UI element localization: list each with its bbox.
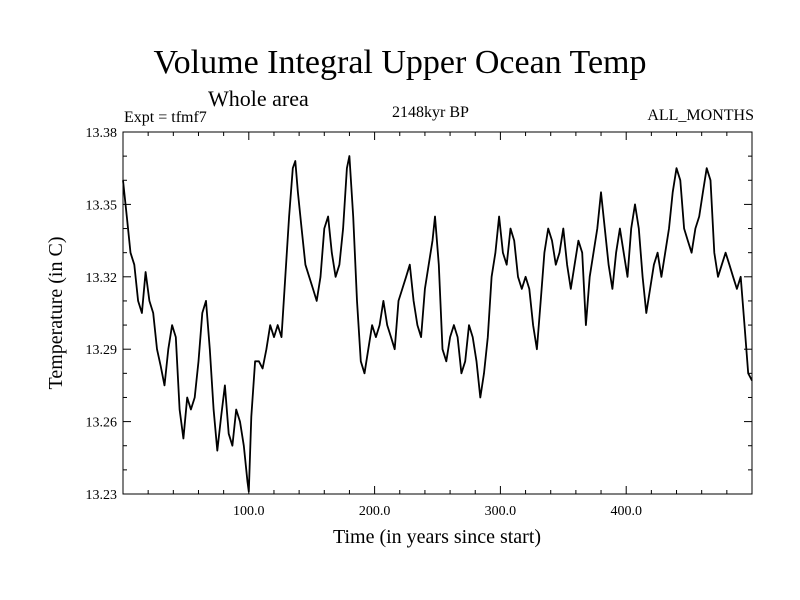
chart-subtitle: Whole area xyxy=(208,86,309,111)
x-tick-label: 100.0 xyxy=(233,504,265,519)
series-line-temperature xyxy=(122,155,753,493)
y-tick-label: 13.38 xyxy=(86,126,118,141)
y-tick-label: 13.32 xyxy=(86,271,118,286)
x-tick-label: 300.0 xyxy=(485,504,517,519)
y-tick-label: 13.29 xyxy=(86,343,118,358)
period-label: 2148kyr BP xyxy=(392,104,469,121)
experiment-label: Expt = tfmf7 xyxy=(124,109,207,126)
y-tick-label: 13.26 xyxy=(86,416,118,431)
x-tick-label: 400.0 xyxy=(610,504,642,519)
x-tick-label: 200.0 xyxy=(359,504,391,519)
ticks-layer xyxy=(123,131,752,495)
y-tick-label: 13.23 xyxy=(86,488,118,503)
lines-layer xyxy=(122,155,753,493)
y-axis-label: Temperature (in C) xyxy=(45,237,67,390)
x-axis-label: Time (in years since start) xyxy=(333,526,541,548)
plot-frame xyxy=(122,131,753,495)
labels-layer: 13.23 13.26 13.29 13.32 13.35 13.38 100.0 200.0… xyxy=(86,126,642,519)
months-label: ALL_MONTHS xyxy=(647,107,754,124)
chart-title: Volume Integral Upper Ocean Temp xyxy=(153,44,647,81)
y-tick-label: 13.35 xyxy=(86,198,118,213)
